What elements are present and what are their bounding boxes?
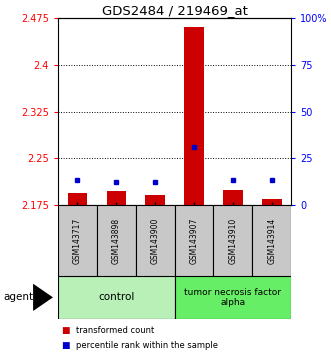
- Polygon shape: [33, 284, 53, 311]
- Text: tumor necrosis factor
alpha: tumor necrosis factor alpha: [184, 288, 281, 307]
- Bar: [58, 205, 97, 276]
- Bar: [184, 27, 204, 205]
- Text: agent: agent: [3, 292, 33, 302]
- Text: GSM143898: GSM143898: [112, 218, 121, 264]
- Bar: [107, 191, 126, 205]
- Text: GSM143717: GSM143717: [73, 218, 82, 264]
- Text: GSM143907: GSM143907: [190, 217, 199, 264]
- Text: transformed count: transformed count: [76, 326, 154, 336]
- Title: GDS2484 / 219469_at: GDS2484 / 219469_at: [102, 4, 248, 17]
- Bar: [175, 205, 213, 276]
- Bar: [68, 193, 87, 205]
- Text: GSM143910: GSM143910: [228, 218, 237, 264]
- Bar: [97, 205, 136, 276]
- Bar: [58, 276, 175, 319]
- Bar: [252, 205, 291, 276]
- Bar: [223, 190, 243, 205]
- Text: GSM143914: GSM143914: [267, 218, 276, 264]
- Bar: [145, 195, 165, 205]
- Text: ■: ■: [61, 341, 70, 350]
- Bar: [262, 199, 282, 205]
- Text: control: control: [98, 292, 134, 302]
- Text: GSM143900: GSM143900: [151, 217, 160, 264]
- Bar: [213, 205, 252, 276]
- Text: ■: ■: [61, 326, 70, 336]
- Bar: [175, 276, 291, 319]
- Bar: [136, 205, 175, 276]
- Text: percentile rank within the sample: percentile rank within the sample: [76, 341, 218, 350]
